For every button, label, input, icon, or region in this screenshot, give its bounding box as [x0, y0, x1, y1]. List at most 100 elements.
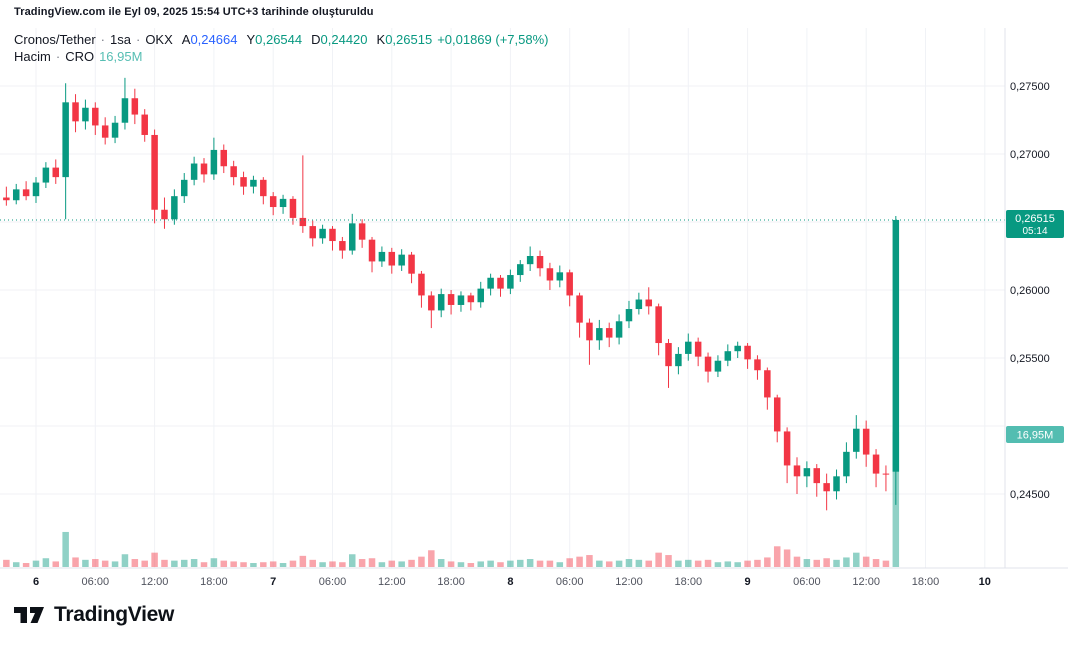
- candle-body: [269, 196, 277, 208]
- candle-body: [724, 351, 732, 361]
- volume-value-badge: 16,95M: [1006, 426, 1064, 443]
- legend-symbol[interactable]: Cronos/Tether: [14, 32, 96, 47]
- price-chart-canvas[interactable]: 0,27500 0,27000 0,26000 0,25500 0,24500 6 06:0…: [0, 0, 1068, 600]
- volume-bar: [823, 558, 830, 567]
- volume-bar: [161, 559, 168, 567]
- candle-body: [833, 476, 840, 492]
- volume-bar: [22, 563, 30, 567]
- volume-bar: [694, 560, 702, 567]
- volume-bar: [457, 562, 465, 567]
- volume-bar: [586, 555, 593, 567]
- volume-ticker: CRO: [65, 49, 95, 64]
- volume-value: 16,95M: [99, 49, 143, 64]
- legend-interval[interactable]: 1sa: [110, 32, 131, 47]
- volume-bar: [180, 559, 188, 567]
- candle-body: [42, 167, 50, 183]
- time-axis-label: 18:00: [675, 576, 703, 588]
- volume-bar: [576, 556, 583, 567]
- candle-body: [220, 149, 228, 167]
- candle-body: [358, 223, 366, 240]
- candle-body: [52, 167, 60, 178]
- tradingview-logo-icon[interactable]: [12, 602, 46, 628]
- time-axis[interactable]: 6 06:00 12:00 18:00 7 06:00 12:00 18:00 8 06:00 12…: [33, 576, 991, 588]
- candle-body: [714, 360, 722, 372]
- volume-bar: [428, 550, 435, 567]
- volume-bar: [793, 556, 801, 567]
- volume-bar: [62, 531, 69, 567]
- candle-body: [299, 217, 307, 227]
- volume-bar: [131, 559, 139, 567]
- candle-body: [260, 179, 267, 197]
- tradingview-wordmark[interactable]: TradingView: [54, 603, 175, 626]
- price-axis-label: 0,24500: [1010, 489, 1050, 501]
- last-price-value: 0,26515: [1015, 213, 1055, 225]
- volume-bar: [507, 560, 514, 567]
- time-axis-label: 12:00: [852, 576, 880, 588]
- candle-body: [675, 353, 682, 367]
- volume-bar: [92, 559, 99, 567]
- candle-body: [111, 122, 119, 138]
- legend-volume-row[interactable]: Hacim · CRO 16,95M: [14, 48, 549, 65]
- candle-body: [507, 275, 514, 289]
- candle-body: [210, 149, 218, 175]
- volume-bar: [536, 560, 544, 567]
- candle-body: [388, 251, 396, 266]
- candle-body: [12, 189, 20, 201]
- legend-separator: ·: [135, 32, 141, 47]
- candle-body: [240, 177, 247, 187]
- candle-body: [72, 102, 79, 122]
- candle-body: [783, 431, 791, 466]
- volume-bar: [803, 559, 811, 567]
- candle-body: [289, 198, 297, 218]
- candle-body: [773, 397, 781, 432]
- candle-body: [408, 254, 415, 274]
- volume-bar: [309, 559, 316, 567]
- volume-bar: [655, 552, 662, 567]
- volume-bar: [675, 560, 682, 567]
- price-axis[interactable]: 0,27500 0,27000 0,26000 0,25500 0,24500: [1010, 81, 1050, 501]
- volume-bar: [388, 560, 396, 567]
- volume-bar: [497, 562, 504, 567]
- candle-body: [685, 341, 692, 354]
- candle-body: [92, 107, 99, 126]
- volume-bar: [724, 561, 732, 567]
- time-axis-label: 18:00: [912, 576, 940, 588]
- volume-bar: [378, 562, 386, 567]
- volume-bar: [418, 556, 425, 567]
- candle-body: [161, 209, 168, 220]
- volume-bar: [872, 559, 880, 567]
- candle-body: [596, 328, 603, 341]
- candle-body: [892, 219, 900, 472]
- candle-body: [22, 189, 30, 197]
- volume-bar: [230, 561, 237, 567]
- candle-body: [665, 343, 672, 367]
- volume-bar: [3, 559, 10, 567]
- price-axis-label: 0,25500: [1010, 353, 1050, 365]
- candle-body: [853, 428, 860, 452]
- attribution-text: TradingView.com ile Eyl 09, 2025 15:54 U…: [14, 6, 374, 18]
- candle-body: [882, 473, 890, 475]
- time-axis-label: 06:00: [319, 576, 347, 588]
- volume-bar: [764, 557, 771, 567]
- candle-body: [349, 223, 356, 251]
- ohlc-open: A0,24664: [181, 32, 238, 47]
- candle-body: [141, 114, 148, 135]
- candle-body: [3, 197, 10, 201]
- legend-symbol-row[interactable]: Cronos/Tether · 1sa · OKX A0,24664 Y0,26…: [14, 31, 549, 48]
- volume-bar: [635, 559, 643, 567]
- candle-body: [329, 228, 336, 242]
- candle-body: [101, 125, 109, 138]
- candle-body: [556, 272, 564, 281]
- volume-bar: [744, 560, 751, 567]
- time-axis-label: 12:00: [141, 576, 169, 588]
- volume-bar: [82, 559, 89, 567]
- time-axis-label: 8: [507, 576, 513, 588]
- candle-body: [131, 98, 139, 115]
- volume-bar: [368, 558, 376, 567]
- volume-bar: [190, 559, 198, 567]
- volume-bar: [260, 562, 267, 567]
- price-axis-label: 0,27500: [1010, 81, 1050, 93]
- candle-body: [744, 345, 751, 360]
